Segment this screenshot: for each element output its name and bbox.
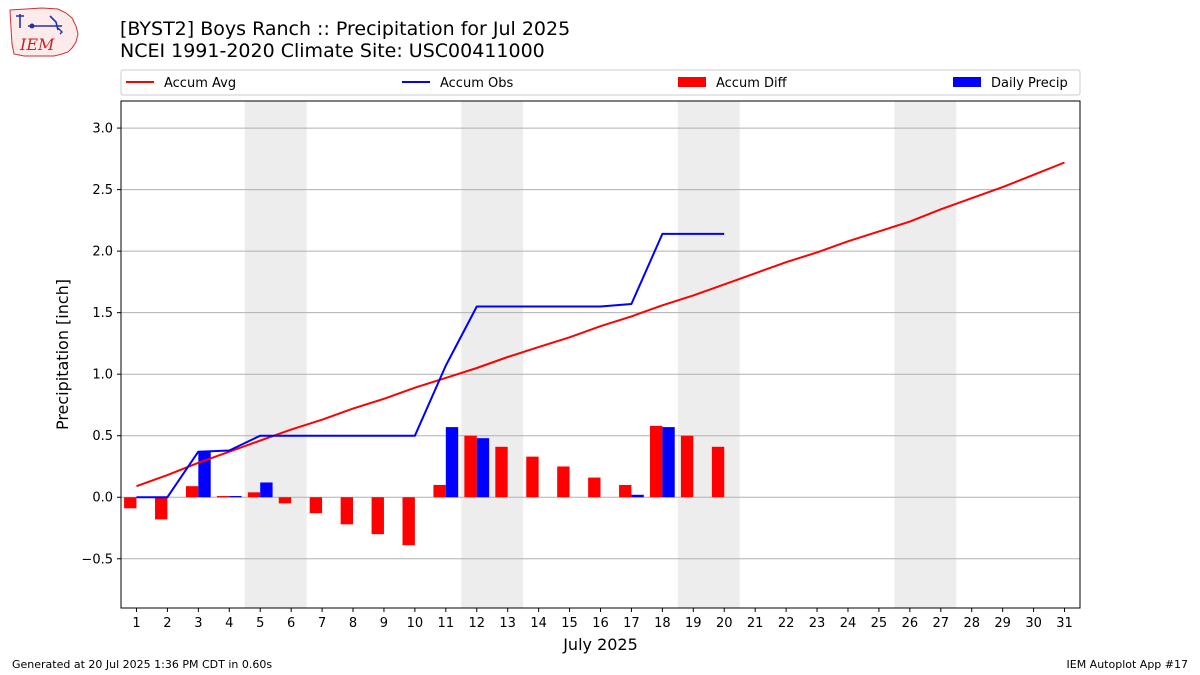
- accum-diff-bar: [402, 497, 415, 546]
- chart-subtitle: NCEI 1991-2020 Climate Site: USC00411000: [120, 40, 545, 62]
- x-tick-label: 21: [747, 616, 764, 631]
- x-tick-label: 24: [840, 616, 857, 631]
- legend: Accum Avg Accum Obs Accum Diff Daily Precip: [120, 69, 1081, 96]
- x-tick-label: 9: [380, 616, 388, 631]
- x-axis-label: July 2025: [562, 635, 638, 654]
- x-tick-label: 10: [407, 616, 424, 631]
- x-tick-label: 23: [809, 616, 826, 631]
- daily-precip-bar: [260, 482, 273, 498]
- accum-diff-bar: [619, 484, 632, 498]
- accum-diff-bar: [464, 435, 477, 498]
- x-tick-label: 17: [623, 616, 640, 631]
- y-axis-label: Precipitation [inch]: [53, 279, 72, 430]
- y-tick-label: 1.5: [92, 306, 113, 321]
- accum-diff-bar: [124, 497, 137, 509]
- legend-label: Accum Obs: [440, 76, 513, 91]
- x-tick-label: 4: [225, 616, 233, 631]
- y-tick-label: 1.0: [92, 368, 113, 383]
- x-tick-label: 6: [287, 616, 295, 631]
- daily-precip-bar: [476, 438, 490, 498]
- accum-diff-bar: [649, 425, 663, 498]
- accum-diff-bar: [247, 492, 261, 498]
- accum-diff-bar: [278, 497, 292, 504]
- accum-diff-bar: [588, 477, 601, 498]
- accum-avg-line: [136, 161, 1065, 488]
- x-tick-label: 19: [685, 616, 702, 631]
- x-tick-label: 2: [163, 616, 171, 631]
- x-tick-label: 22: [778, 616, 795, 631]
- accum-diff-bar: [680, 435, 694, 498]
- y-tick-label: 0.5: [92, 429, 113, 444]
- y-tick-label: 2.0: [92, 245, 113, 260]
- x-tick-label: 1: [132, 616, 140, 631]
- legend-label: Accum Diff: [716, 76, 788, 91]
- x-tick-label: 20: [716, 616, 733, 631]
- x-tick-label: 12: [468, 616, 485, 631]
- accum-diff-bar: [557, 466, 570, 498]
- accum-diff-bar: [711, 446, 725, 498]
- accum-diff-bar: [495, 446, 508, 498]
- x-tick-label: 26: [902, 616, 919, 631]
- x-tick-label: 29: [994, 616, 1011, 631]
- daily-precip-bar: [198, 451, 211, 498]
- x-tick-label: 30: [1025, 616, 1042, 631]
- accum-diff-bar: [155, 497, 168, 520]
- bars: [124, 425, 725, 546]
- app-label: IEM Autoplot App #17: [1066, 658, 1189, 671]
- daily-precip-bar: [631, 494, 644, 498]
- y-tick-label: −0.5: [81, 552, 113, 567]
- x-tick-label: 3: [194, 616, 202, 631]
- legend-swatch-bar: [953, 77, 981, 87]
- daily-precip-bar: [445, 427, 459, 498]
- legend-label: Daily Precip: [991, 76, 1068, 91]
- legend-label: Accum Avg: [164, 76, 236, 91]
- x-tick-label: 15: [561, 616, 578, 631]
- y-tick-label: 3.0: [92, 122, 113, 137]
- x-tick-label: 13: [499, 616, 516, 631]
- accum-diff-bar: [433, 484, 446, 498]
- weekend-band: [244, 101, 307, 608]
- accum-obs-line: [136, 232, 725, 499]
- chart-title: [BYST2] Boys Ranch :: Precipitation for …: [120, 18, 571, 40]
- x-tick-label: 8: [349, 616, 357, 631]
- x-tick-label: 5: [256, 616, 264, 631]
- legend-swatch-bar: [678, 77, 706, 87]
- x-tick-label: 31: [1056, 616, 1073, 631]
- x-tick-label: 7: [318, 616, 326, 631]
- legend-box: [120, 69, 1081, 96]
- daily-precip-bar: [229, 496, 242, 498]
- x-tick-label: 27: [933, 616, 950, 631]
- accum-diff-bar: [185, 486, 199, 498]
- x-tick-label: 28: [963, 616, 980, 631]
- accum-diff-bar: [526, 456, 539, 498]
- accum-diff-bar: [216, 496, 230, 498]
- accum-diff-bar: [309, 497, 323, 514]
- y-tick-label: 2.5: [92, 183, 113, 198]
- weekend-band: [894, 101, 957, 608]
- x-tick-label: 18: [654, 616, 671, 631]
- generated-timestamp: Generated at 20 Jul 2025 1:36 PM CDT in …: [12, 658, 273, 671]
- x-tick-label: 14: [530, 616, 547, 631]
- weekend-shading: [244, 101, 957, 608]
- logo-text: IEM: [19, 35, 55, 54]
- daily-precip-bar: [662, 427, 675, 498]
- lines: [136, 161, 1065, 499]
- x-tick-label: 11: [438, 616, 455, 631]
- x-tick-label: 25: [871, 616, 888, 631]
- weekend-band: [677, 101, 740, 608]
- accum-diff-bar: [371, 497, 384, 535]
- x-tick-label: 16: [592, 616, 609, 631]
- axes: −0.50.00.51.01.52.02.53.01 2 3 4 5 6 7 8 9 10 11 12…: [81, 122, 1072, 631]
- iem-logo: IEM: [9, 7, 79, 57]
- accum-diff-bar: [340, 497, 354, 525]
- y-tick-label: 0.0: [92, 491, 113, 506]
